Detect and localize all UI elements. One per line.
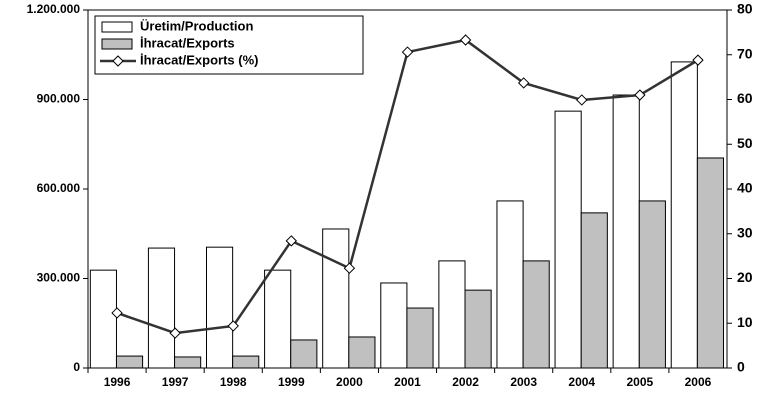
bar: [89, 269, 117, 369]
legend-label: İhracat/Exports (%): [140, 52, 258, 67]
y-tick-label: 300.000: [37, 271, 81, 285]
marker: [227, 320, 239, 332]
marker: [692, 54, 704, 66]
marker: [401, 46, 414, 58]
bar: [232, 355, 260, 369]
bar: [670, 61, 698, 369]
bar: [522, 260, 550, 369]
bar: [438, 260, 466, 369]
x-tick-label: 2000: [336, 375, 363, 389]
x-tick-label: 1998: [220, 375, 247, 389]
y-tick-label: 900.000: [37, 92, 81, 106]
bar: [612, 94, 640, 369]
bar: [264, 269, 292, 369]
y2-tick-label: 80: [737, 1, 753, 17]
y-tick-label: 600.000: [37, 181, 81, 195]
legend-label: İhracat/Exports: [140, 35, 235, 50]
bar: [380, 282, 408, 369]
legend-label: Üretim/Production: [140, 18, 253, 33]
bar: [115, 355, 144, 369]
x-tick-label: 1997: [162, 375, 189, 389]
y2-tick-label: 40: [737, 180, 753, 196]
marker: [517, 77, 530, 89]
legend-marker: [112, 55, 124, 67]
marker: [634, 89, 646, 101]
x-tick-label: 1996: [104, 375, 131, 389]
y2-tick-label: 60: [737, 90, 753, 106]
y-tick-label: 0: [73, 360, 80, 374]
y2-tick-label: 10: [737, 314, 753, 330]
x-tick-label: 2003: [510, 375, 537, 389]
marker: [343, 262, 356, 274]
x-tick-label: 2006: [685, 375, 712, 389]
x-tick-label: 1999: [278, 375, 305, 389]
marker: [459, 34, 472, 46]
y2-tick-label: 0: [737, 359, 745, 375]
x-tick-label: 2004: [568, 375, 595, 389]
x-tick-label: 2005: [627, 375, 654, 389]
bar: [406, 307, 434, 369]
x-tick-label: 2002: [452, 375, 479, 389]
x-tick-label: 2001: [394, 375, 421, 389]
y-tick-label: 1.200.000: [27, 2, 81, 16]
bar: [464, 289, 492, 369]
bar: [206, 246, 234, 369]
bar: [348, 336, 376, 369]
bar: [290, 339, 318, 369]
y2-tick-label: 50: [737, 135, 753, 151]
bar: [580, 212, 608, 369]
legend-swatch: [101, 38, 133, 50]
marker: [111, 307, 123, 319]
marker: [169, 327, 181, 339]
bar: [554, 110, 582, 369]
y2-tick-label: 30: [737, 224, 753, 240]
y2-tick-label: 20: [737, 269, 753, 285]
bar: [638, 200, 666, 369]
marker: [576, 94, 588, 106]
bar: [147, 247, 176, 369]
marker: [285, 235, 298, 247]
bar: [696, 157, 725, 369]
bar: [174, 356, 202, 369]
legend: [94, 15, 364, 75]
legend-swatch: [101, 21, 133, 33]
bar: [322, 228, 350, 369]
bar: [496, 200, 524, 369]
y2-tick-label: 70: [737, 45, 753, 61]
